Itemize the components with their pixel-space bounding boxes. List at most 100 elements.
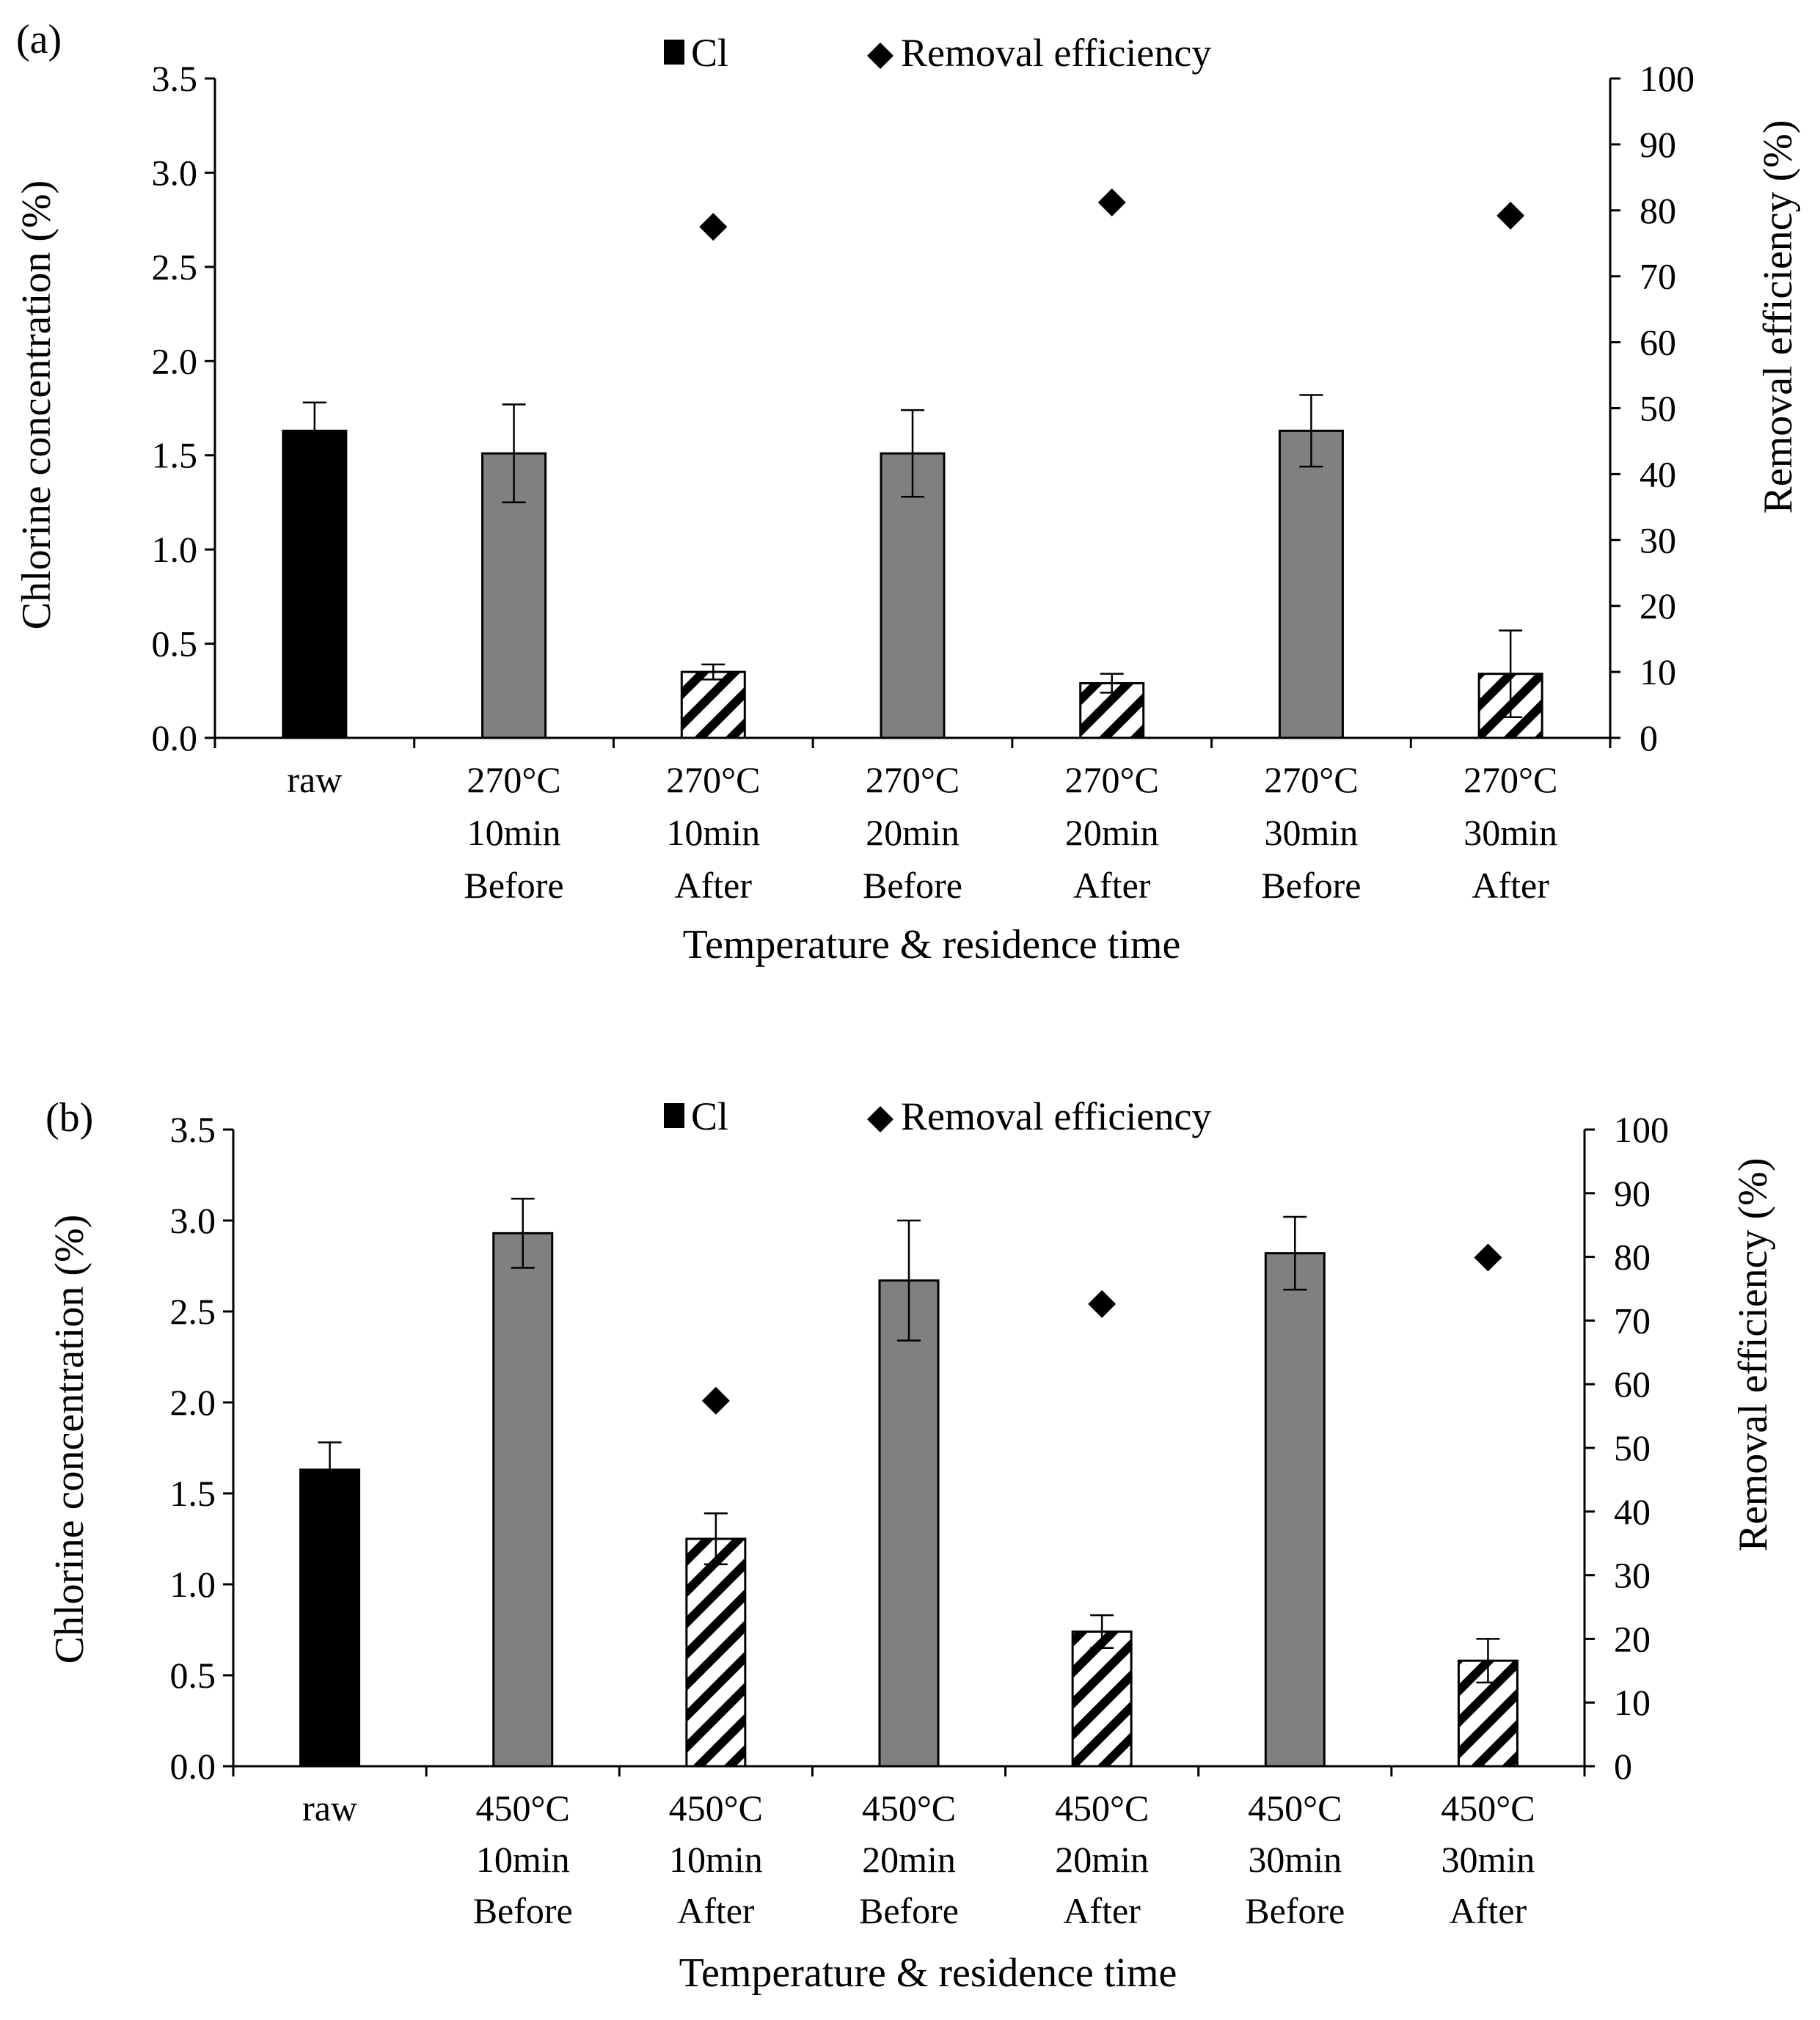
category-label-line: After [1472, 865, 1549, 906]
y2-tick-label: 100 [1640, 58, 1695, 99]
x-axis-title: Temperature & residence time [679, 1950, 1177, 1996]
error-bar [1090, 1614, 1114, 1650]
category-label-line: 30min [1441, 1839, 1535, 1880]
y2-tick-label: 80 [1640, 190, 1676, 231]
category-label-line: 20min [1065, 812, 1159, 853]
bar-raw [299, 1468, 361, 1768]
y2-axis-ticks: 0 10 20 30 40 50 60 70 80 90 100 [1610, 58, 1695, 758]
legend-marker-swatch [867, 1106, 893, 1132]
y2-tick-label: 20 [1614, 1618, 1651, 1659]
axes [213, 78, 1612, 748]
y-axis-ticks: 0.0 0.5 1.0 1.5 2.0 2.5 3.0 3.5 [152, 58, 215, 758]
y-tick-label: 1.0 [152, 529, 198, 570]
legend-marker-label: Removal efficiency [901, 31, 1211, 75]
category-label-line: After [677, 1890, 755, 1931]
bar-before [1278, 429, 1344, 739]
removal-efficiency-marker [699, 213, 728, 241]
y-axis-title: Chlorine concentration (%) [14, 180, 59, 630]
category-label-line: Before [863, 865, 962, 906]
y-tick-label: 1.5 [152, 435, 198, 476]
chart-panel-a: (a) Cl Removal efficiency Chlorine conce… [14, 17, 1801, 967]
category-label: 450°C 30min After [1441, 1787, 1535, 1931]
category-label-line: 270°C [1065, 759, 1159, 800]
y-tick-label: 3.0 [152, 152, 198, 193]
category-label: 450°C 20min Before [859, 1787, 959, 1931]
category-label: 270°C 30min After [1463, 759, 1557, 906]
category-label-line: Before [859, 1890, 959, 1931]
legend-marker-label: Removal efficiency [901, 1094, 1211, 1138]
category-label-line: 270°C [1264, 759, 1358, 800]
removal-markers [701, 1243, 1502, 1415]
y2-tick-label: 30 [1640, 519, 1676, 560]
category-label-line: 450°C [1248, 1787, 1342, 1829]
category-label-line: raw [302, 1787, 357, 1829]
bar-before [880, 452, 946, 739]
removal-markers [699, 189, 1525, 241]
chart-panel-b: (b) Cl Removal efficiency Chlorine conce… [45, 1094, 1776, 1996]
error-bar [511, 1197, 535, 1269]
legend-bar-label: Cl [691, 1094, 728, 1138]
removal-efficiency-marker [1496, 201, 1525, 230]
error-bar [302, 401, 326, 461]
y-tick-label: 3.5 [152, 58, 198, 99]
y2-tick-label: 50 [1614, 1427, 1651, 1468]
removal-efficiency-marker [1088, 1289, 1117, 1318]
y-tick-label: 0.0 [170, 1746, 216, 1787]
axes [232, 1130, 1586, 1776]
legend: Cl Removal efficiency [664, 31, 1211, 75]
category-label: 450°C 10min Before [473, 1787, 573, 1931]
error-bar [318, 1441, 342, 1498]
error-bar [1299, 394, 1323, 468]
category-label-line: Before [464, 865, 564, 906]
category-label-line: 20min [1055, 1839, 1149, 1880]
error-bar [502, 403, 526, 504]
y2-tick-label: 30 [1614, 1555, 1651, 1596]
y-tick-label: 0.0 [152, 717, 198, 758]
error-bar [1283, 1215, 1307, 1291]
y2-tick-label: 40 [1640, 453, 1676, 494]
panel-label: (b) [45, 1095, 93, 1141]
y-tick-label: 0.5 [170, 1655, 216, 1696]
legend-bar-swatch [664, 40, 684, 65]
category-label-line: Before [1261, 865, 1361, 906]
error-bars [318, 1197, 1500, 1684]
y-tick-label: 3.0 [170, 1200, 216, 1241]
category-label-line: 20min [866, 812, 960, 853]
y-tick-label: 1.5 [170, 1473, 216, 1514]
category-label: 270°C 20min Before [863, 759, 962, 906]
category-label: raw [287, 759, 342, 800]
bar-after [1071, 1630, 1133, 1768]
category-label: 270°C 10min Before [464, 759, 564, 906]
y2-tick-label: 90 [1614, 1173, 1651, 1214]
y-tick-label: 2.5 [170, 1291, 216, 1332]
category-label-line: After [1450, 1890, 1527, 1931]
legend-marker-swatch [867, 43, 893, 69]
bar-before [878, 1279, 940, 1768]
category-label: 270°C 10min After [666, 759, 760, 906]
category-label-line: Before [473, 1890, 573, 1931]
y2-axis-title: Removal efficiency (%) [1755, 120, 1801, 514]
y-tick-label: 1.0 [170, 1564, 216, 1605]
y2-tick-label: 0 [1640, 717, 1658, 758]
error-bar [701, 663, 726, 681]
y2-axis-ticks: 0 10 20 30 40 50 60 70 80 90 100 [1585, 1109, 1669, 1787]
removal-efficiency-marker [1474, 1243, 1502, 1272]
y2-tick-label: 20 [1640, 585, 1676, 626]
category-label-line: 450°C [476, 1787, 570, 1829]
category-label-line: 20min [862, 1839, 956, 1880]
y2-tick-label: 10 [1614, 1682, 1651, 1723]
y-tick-label: 2.0 [170, 1382, 216, 1423]
y2-tick-label: 80 [1614, 1237, 1651, 1278]
panel-label: (a) [16, 17, 62, 62]
category-label: 270°C 20min After [1065, 759, 1159, 906]
category-label-line: raw [287, 759, 342, 800]
y-tick-label: 2.0 [152, 340, 198, 381]
category-label: 270°C 30min Before [1261, 759, 1361, 906]
legend: Cl Removal efficiency [664, 1094, 1211, 1138]
category-label-line: After [675, 865, 753, 906]
y-tick-label: 3.5 [170, 1109, 216, 1150]
y2-tick-label: 90 [1640, 124, 1676, 165]
error-bar [897, 1219, 921, 1342]
category-label-line: After [1063, 1890, 1141, 1931]
